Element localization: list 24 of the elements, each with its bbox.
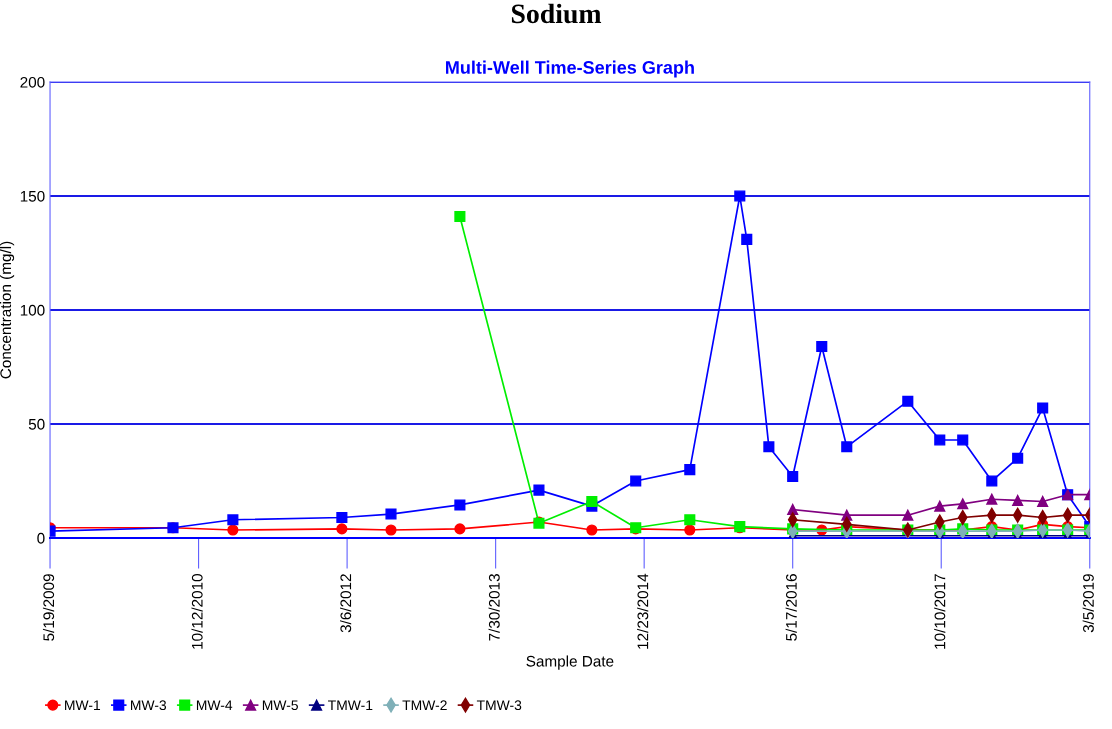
- x-tick-label: 3/6/2012: [339, 574, 352, 633]
- legend-label: MW-5: [262, 700, 298, 711]
- legend-label: MW-1: [65, 700, 101, 710]
- x-tick-label: 5/17/2016: [785, 574, 797, 641]
- x-tick-label: 3/5/2019: [1082, 574, 1094, 633]
- x-tick-label: 12/23/2014: [637, 573, 649, 649]
- x-axis-title: Sample Date: [526, 655, 614, 670]
- chart-subtitle: Multi-Well Time-Series Graph: [446, 60, 694, 78]
- legend-label: TMW-1: [328, 700, 373, 710]
- x-tick-label: 10/10/2017: [934, 574, 946, 649]
- legend-label: MW-3: [131, 700, 167, 711]
- y-tick-label: 200: [20, 76, 45, 88]
- y-axis-title: Concentration (mg/l): [0, 241, 15, 379]
- legend-label: TMW-3: [476, 700, 522, 711]
- x-tick-label: 7/30/2013: [488, 574, 500, 641]
- x-tick-label: 10/12/2010: [191, 574, 203, 649]
- legend-label: TMW-2: [402, 700, 447, 710]
- x-tick-label: 5/19/2009: [42, 574, 55, 641]
- y-tick-label: 0: [37, 532, 45, 544]
- chart-title: Sodium: [511, 3, 602, 24]
- legend-label: MW-4: [196, 700, 233, 710]
- y-tick-label: 100: [20, 304, 45, 316]
- y-tick-label: 150: [20, 190, 45, 202]
- y-tick-label: 50: [28, 418, 45, 430]
